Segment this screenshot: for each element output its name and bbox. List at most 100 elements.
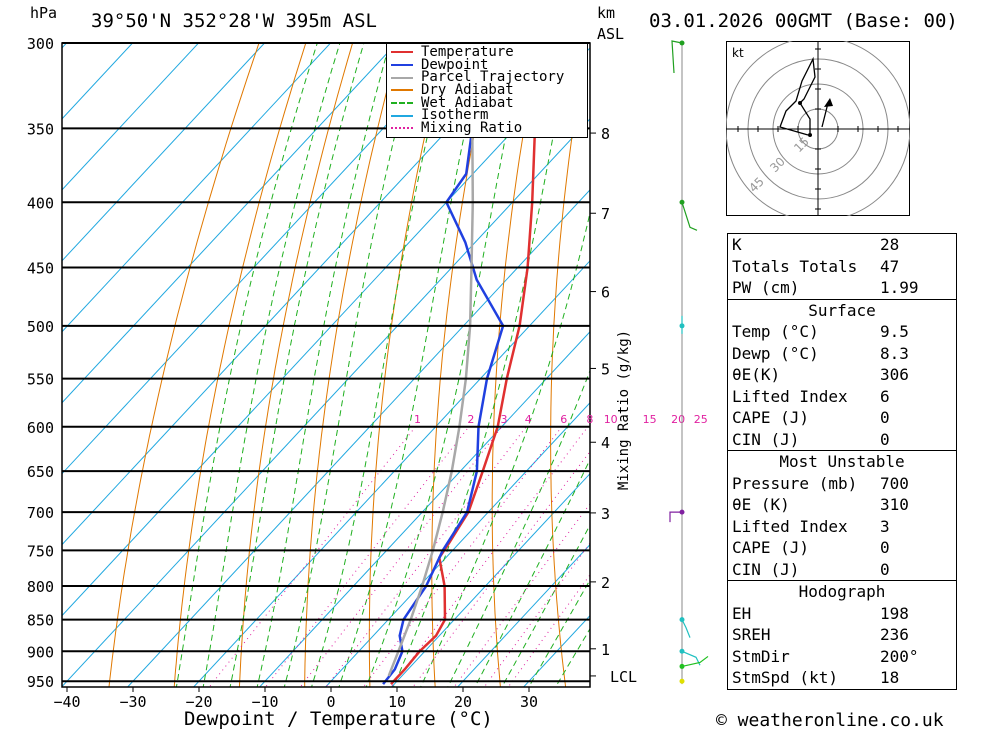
index-label: StmSpd (kt) [732, 668, 838, 687]
dry-adiabat-line [368, 43, 447, 687]
index-row: CAPE (J) 0 [728, 537, 956, 559]
pressure-tick-label: 800 [27, 578, 54, 596]
index-row: Totals Totals 47 [728, 256, 956, 278]
index-label: PW (cm) [732, 278, 800, 297]
index-row: StmSpd (kt) 18 [728, 667, 956, 689]
wet-adiabat-line [501, 524, 590, 687]
temperature-tick-label: −10 [251, 693, 278, 711]
wet-adiabat-line [256, 43, 391, 687]
temperature-tick-label: 30 [520, 693, 538, 711]
wind-barb-shaft [669, 511, 682, 523]
index-label: Lifted Index [732, 386, 848, 406]
hodograph-surface-dot [808, 133, 812, 137]
index-row: Pressure (mb) 700 [728, 473, 956, 495]
wet-adiabat-line [311, 43, 450, 687]
km-tick-label: 6 [601, 284, 610, 302]
km-tick-label: LCL [610, 668, 637, 686]
index-value: 0 [880, 559, 890, 579]
legend-swatch [391, 76, 413, 79]
dry-adiabat-line [238, 43, 354, 687]
index-row: CIN (J) 0 [728, 429, 956, 451]
legend-swatch [391, 102, 413, 105]
index-value: 0 [880, 538, 890, 557]
legend-item: Isotherm [387, 109, 587, 122]
location-title: 39°50'N 352°28'W 395m ASL [91, 10, 377, 32]
index-value: 700 [880, 473, 909, 493]
wind-barb [669, 511, 682, 523]
temperature-tick-label: −30 [119, 693, 146, 711]
index-row: CAPE (J) 0 [728, 407, 956, 429]
mixing-ratio-line [507, 573, 590, 687]
copyright[interactable]: © weatheronline.co.uk [716, 710, 944, 731]
wind-barb-shaft [671, 40, 683, 74]
legend-label: Dewpoint [421, 56, 489, 73]
mixing-ratio-tick-label: 4 [525, 413, 532, 426]
hodograph-unit: kt [732, 46, 744, 60]
km-tick-label: 5 [601, 360, 610, 378]
mixing-ratio-tick-label: 6 [560, 413, 567, 426]
wind-barb [681, 655, 709, 668]
dewpoint-profile [382, 43, 505, 685]
index-row: θE(K) 306 [728, 364, 956, 386]
wet-adiabat-line [555, 627, 590, 687]
pressure-tick-label: 950 [27, 673, 54, 691]
index-value: 310 [880, 495, 909, 514]
legend-label: Isotherm [421, 107, 489, 124]
index-value: 0 [880, 408, 890, 427]
legend-item: Dewpoint [387, 56, 587, 73]
mixing-ratio-tick-label: 15 [643, 413, 657, 426]
index-row: Dewp (°C) 8.3 [728, 343, 956, 365]
pressure-tick-label: 400 [27, 194, 54, 212]
index-row: PW (cm) 1.99 [728, 277, 956, 299]
legend-label: Temperature [421, 44, 514, 60]
dry-adiabat-line [550, 43, 588, 687]
mixing-ratio-tick-label: 1 [414, 413, 421, 426]
index-value: 236 [880, 625, 909, 644]
index-row: EH 198 [728, 603, 956, 625]
most-unstable-title: Most Unstable [779, 452, 905, 471]
km-tick-label: 1 [601, 641, 610, 659]
index-value: 9.5 [880, 322, 909, 341]
index-label: Totals Totals [732, 256, 858, 276]
index-row: K 28 [728, 234, 956, 256]
isotherm-line [192, 260, 590, 687]
km-tick-label: 4 [601, 434, 610, 452]
index-value: 8.3 [880, 343, 909, 363]
km-label: km [597, 4, 616, 22]
wet-adiabat-line [202, 43, 341, 687]
legend-label: Wet Adiabat [421, 94, 514, 111]
legend-item: Mixing Ratio [387, 121, 587, 135]
dry-adiabat-line [662, 5, 698, 699]
index-label: θE(K) [732, 365, 781, 384]
pressure-tick-label: 350 [27, 120, 54, 138]
index-label: Pressure (mb) [732, 473, 858, 493]
isotherm-line [62, 43, 332, 333]
legend-item: Wet Adiabat [387, 94, 587, 111]
index-row: Lifted Index 6 [728, 386, 956, 408]
wet-adiabat-line [447, 369, 590, 687]
pressure-tick-label: 450 [27, 259, 54, 277]
chart-legend: Temperature Dewpoint Parcel Trajectory Dry … [386, 43, 588, 138]
index-label: Dewp (°C) [732, 343, 819, 363]
temperature-tick-label: −20 [185, 693, 212, 711]
isotherm-line [390, 472, 590, 687]
index-label: SREH [732, 625, 771, 644]
index-label: Lifted Index [732, 516, 848, 536]
wet-adiabat-line [283, 43, 419, 687]
isotherm-line [62, 43, 134, 120]
wet-adiabat-line [175, 43, 318, 687]
index-value: 3 [880, 516, 890, 536]
wind-barb [681, 619, 691, 638]
isotherm-line [62, 43, 266, 262]
index-label: K [732, 235, 742, 254]
legend-label: Parcel Trajectory [421, 69, 565, 86]
wind-barb [671, 40, 683, 74]
mixing-ratio-tick-label: 10 [604, 413, 618, 426]
hodograph-trace [779, 56, 816, 136]
wind-barb-shaft [681, 655, 709, 668]
index-row: Temp (°C) 9.5 [728, 321, 956, 343]
wind-barb-shaft [681, 619, 691, 638]
isotherm-line [62, 118, 590, 687]
index-label: CAPE (J) [732, 408, 810, 427]
